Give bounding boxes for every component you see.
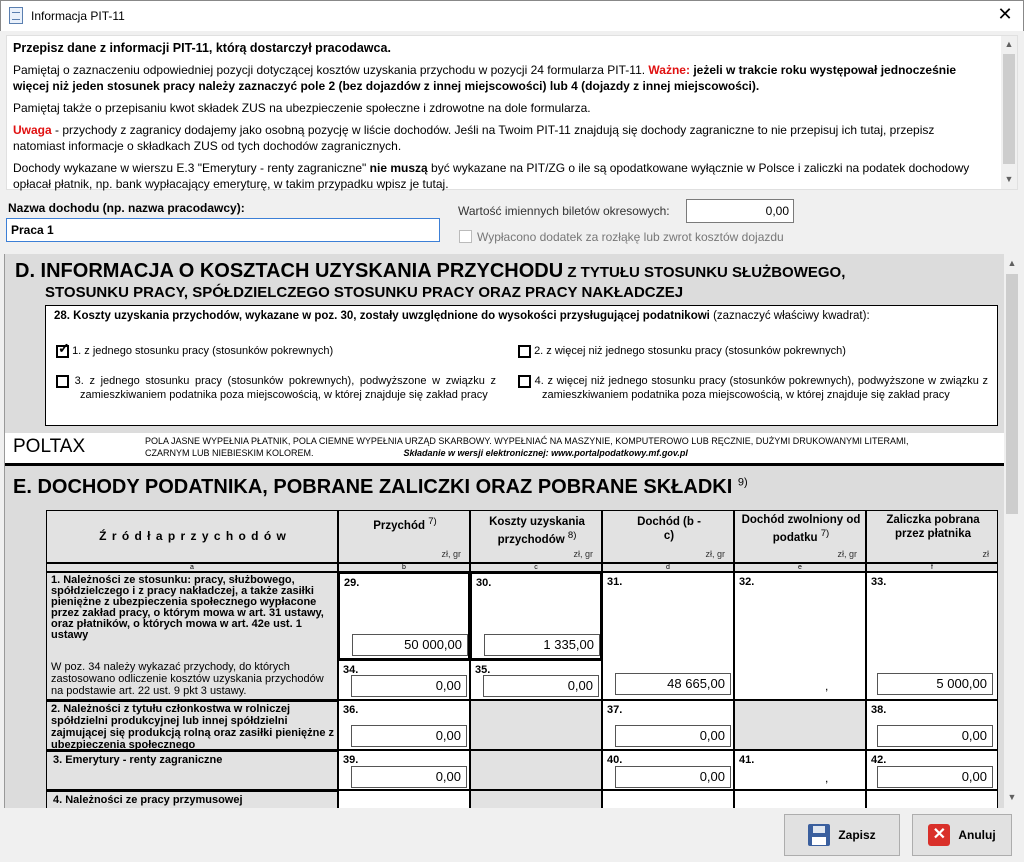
close-icon[interactable]: ✕ — [997, 4, 1013, 24]
document-icon — [9, 7, 23, 24]
cancel-button[interactable]: ✕ Anuluj — [912, 814, 1012, 856]
field-41[interactable]: , — [825, 771, 829, 785]
title-bar: Informacja PIT-11 ✕ — [0, 0, 1024, 31]
scroll-thumb[interactable] — [1006, 274, 1018, 514]
row4-label: 4. Należności ze pracy przymusowej — [53, 794, 243, 806]
section-d-subtitle: STOSUNKU PRACY, SPÓŁDZIELCZEGO STOSUNKU … — [45, 284, 684, 301]
poltax-bar: POLTAX POLA JASNE WYPEŁNIA PŁATNIK, POLA… — [5, 433, 1004, 463]
income-name-input[interactable] — [6, 218, 440, 242]
poltax-note: POLA JASNE WYPEŁNIA PŁATNIK, POLA CIEMNE… — [145, 436, 909, 458]
option-4-checkbox[interactable] — [518, 374, 531, 388]
button-bar: Zapisz ✕ Anuluj — [0, 808, 1024, 862]
field-38[interactable]: 0,00 — [877, 725, 993, 747]
scroll-thumb[interactable] — [1003, 54, 1015, 164]
field-37[interactable]: 0,00 — [615, 725, 731, 747]
field-40[interactable]: 0,00 — [615, 766, 731, 788]
info-panel: Przepisz dane z informacji PIT-11, którą… — [6, 35, 1018, 191]
header-c: Koszty uzyskania przychodów 8) zł, gr — [470, 510, 602, 563]
header-e: Dochód zwolniony od podatku 7) zł, gr — [734, 510, 866, 563]
option-1-checkbox[interactable]: ✓ — [56, 339, 70, 358]
option-4[interactable]: 4. z więcej niż jednego stosunku pracy (… — [518, 374, 988, 402]
save-button[interactable]: Zapisz — [784, 814, 900, 856]
window-title: Informacja PIT-11 — [31, 9, 125, 23]
option-3-checkbox[interactable] — [56, 374, 69, 388]
option-2-checkbox[interactable] — [518, 344, 531, 358]
poltax-logo: POLTAX — [13, 436, 86, 457]
option-2[interactable]: 2. z więcej niż jednego stosunku pracy (… — [518, 344, 978, 358]
cancel-x-icon: ✕ — [928, 824, 951, 846]
form-scrollbar[interactable]: ▲ ▼ — [1004, 254, 1020, 808]
scroll-up-icon[interactable]: ▲ — [1007, 258, 1017, 268]
header-d: Dochód (b - c) zł, gr — [602, 510, 734, 563]
field-34[interactable]: 0,00 — [351, 675, 467, 697]
row1-label-cell: 1. Należności ze stosunku: pracy, służbo… — [46, 572, 338, 700]
header-b: Przychód 7) zł, gr — [338, 510, 470, 563]
info-heading: Przepisz dane z informacji PIT-11, którą… — [13, 41, 391, 55]
allowance-label: Wypłacono dodatek za rozłąkę lub zwrot k… — [477, 230, 784, 244]
scroll-down-icon[interactable]: ▼ — [1007, 792, 1017, 802]
income-name-label: Nazwa dochodu (np. nazwa pracodawcy): — [8, 201, 245, 215]
tickets-label: Wartość imiennych biletów okresowych: — [458, 204, 670, 218]
field-33[interactable]: 5 000,00 — [877, 673, 993, 695]
field-35[interactable]: 0,00 — [483, 675, 599, 697]
q28-label: 28. Koszty uzyskania przychodów, wykazan… — [54, 310, 710, 322]
row4-label-cell: 4. Należności ze pracy przymusowej — [46, 790, 338, 808]
scroll-down-icon[interactable]: ▼ — [1004, 174, 1014, 184]
pit11-form: D. INFORMACJA O KOSZTACH UZYSKANIA PRZYC… — [4, 254, 1004, 808]
field-36[interactable]: 0,00 — [351, 725, 467, 747]
field-42[interactable]: 0,00 — [877, 766, 993, 788]
info-p3: Uwaga - przychody z zagranicy dodajemy j… — [13, 123, 935, 153]
field-30[interactable]: 1 335,00 — [484, 634, 600, 656]
section-e-title: E. DOCHODY PODATNIKA, POBRANE ZALICZKI O… — [13, 476, 748, 498]
field-31[interactable]: 48 665,00 — [615, 673, 731, 695]
option-1[interactable]: ✓ 1. z jednego stosunku pracy (stosunków… — [56, 339, 334, 358]
info-p2: Pamiętaj także o przepisaniu kwot składe… — [13, 101, 591, 115]
section-d-title: D. INFORMACJA O KOSZTACH UZYSKANIA PRZYC… — [15, 260, 846, 282]
income-table: Ź r ó d ł a p r z y c h o d ó w Przychód… — [46, 510, 998, 808]
q28-box: 28. Koszty uzyskania przychodów, wykazan… — [45, 305, 998, 426]
option-3[interactable]: 3. z jednego stosunku pracy (stosunków p… — [56, 374, 496, 402]
field-39[interactable]: 0,00 — [351, 766, 467, 788]
scroll-up-icon[interactable]: ▲ — [1004, 39, 1014, 49]
info-scrollbar[interactable]: ▲ ▼ — [1001, 36, 1017, 189]
poltax-electronic: Składanie w wersji elektronicznej: www.p… — [403, 448, 688, 458]
field-32[interactable]: , — [825, 679, 829, 693]
info-p1: Pamiętaj o zaznaczeniu odpowiedniej pozy… — [13, 63, 957, 93]
field-29[interactable]: 50 000,00 — [352, 634, 468, 656]
floppy-disk-icon — [808, 824, 831, 846]
allowance-checkbox[interactable] — [459, 230, 472, 243]
header-a: Ź r ó d ł a p r z y c h o d ó w — [46, 510, 338, 563]
tickets-input[interactable] — [686, 199, 794, 223]
header-f: Zaliczka pobrana przez płatnika zł — [866, 510, 998, 563]
info-p4: Dochody wykazane w wierszu E.3 "Emerytur… — [13, 161, 970, 191]
